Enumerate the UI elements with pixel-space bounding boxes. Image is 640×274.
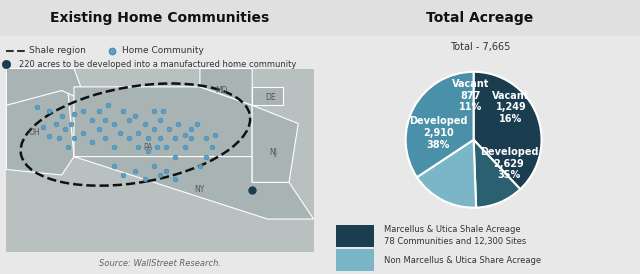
Text: OH: OH <box>28 128 40 137</box>
Text: Vacant
877
11%: Vacant 877 11% <box>451 79 489 112</box>
FancyBboxPatch shape <box>320 0 640 36</box>
Text: Developed
2,629
35%: Developed 2,629 35% <box>480 147 538 180</box>
FancyBboxPatch shape <box>6 68 314 252</box>
Text: Source: WallStreet Research.: Source: WallStreet Research. <box>99 259 221 267</box>
FancyBboxPatch shape <box>336 249 374 271</box>
Wedge shape <box>406 72 474 177</box>
Text: Total - 7,665: Total - 7,665 <box>450 42 510 52</box>
Polygon shape <box>74 87 252 182</box>
Text: NJ: NJ <box>269 149 278 158</box>
Polygon shape <box>6 68 86 105</box>
Text: Developed
2,910
38%: Developed 2,910 38% <box>409 116 467 150</box>
Wedge shape <box>417 140 476 208</box>
Text: Vacant
1,249
16%: Vacant 1,249 16% <box>492 90 530 124</box>
Text: DE: DE <box>265 93 276 102</box>
Text: Existing Home Communities: Existing Home Communities <box>51 11 269 25</box>
Polygon shape <box>6 90 74 175</box>
FancyBboxPatch shape <box>336 225 374 247</box>
Polygon shape <box>252 105 298 182</box>
Polygon shape <box>74 157 314 219</box>
Text: Non Marcellus & Utica Share Acreage: Non Marcellus & Utica Share Acreage <box>384 256 541 265</box>
Text: NY: NY <box>195 185 205 194</box>
Polygon shape <box>252 87 283 105</box>
Polygon shape <box>200 68 252 105</box>
Text: Total Acreage: Total Acreage <box>426 11 534 25</box>
Text: PA: PA <box>143 143 152 152</box>
Text: Shale region: Shale region <box>29 46 86 55</box>
Text: Home Community: Home Community <box>122 46 204 55</box>
Wedge shape <box>474 140 520 208</box>
Text: Marcellus & Utica Shale Acreage
78 Communities and 12,300 Sites: Marcellus & Utica Shale Acreage 78 Commu… <box>384 225 526 246</box>
Text: 220 acres to be developed into a manufactured home community: 220 acres to be developed into a manufac… <box>19 60 296 69</box>
FancyBboxPatch shape <box>0 0 320 36</box>
Wedge shape <box>474 72 541 189</box>
Text: MD: MD <box>215 86 228 95</box>
